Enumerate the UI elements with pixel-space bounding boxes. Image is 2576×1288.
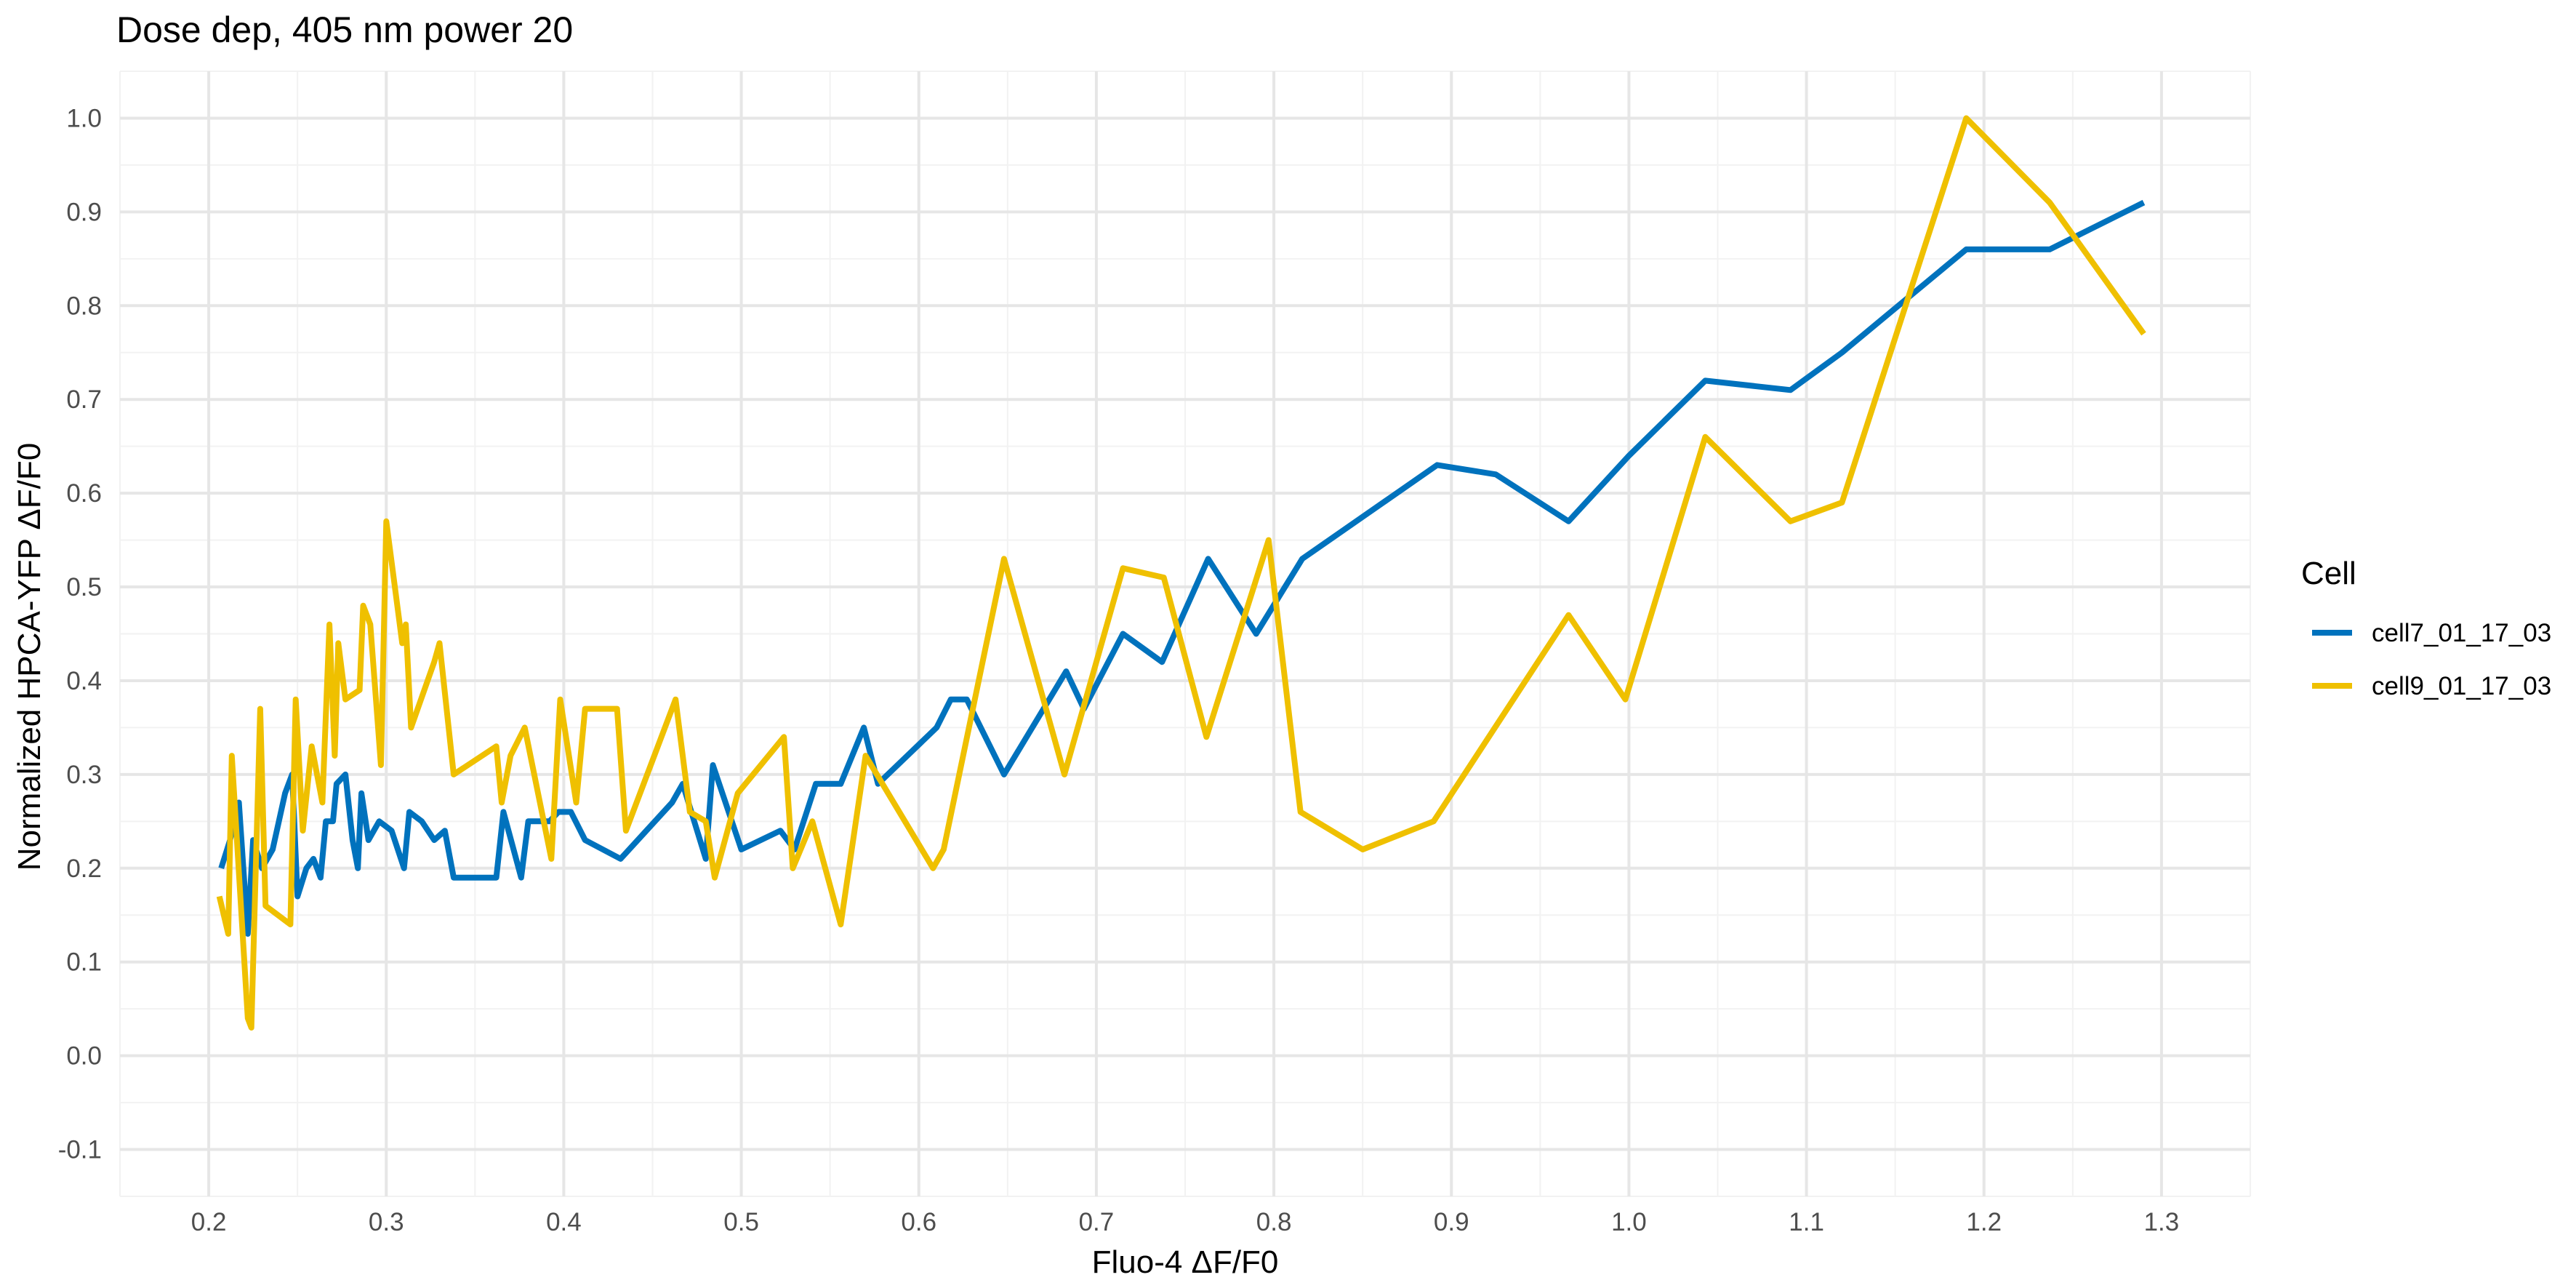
y-tick-label: 0.7 [66,385,102,414]
x-tick-label: 1.2 [1966,1208,2002,1236]
x-tick-label: 0.7 [1079,1208,1115,1236]
x-tick-label: 0.6 [901,1208,936,1236]
x-tick-label: 1.3 [2144,1208,2180,1236]
y-tick-label: 0.2 [66,855,102,883]
x-tick-label: 0.3 [369,1208,404,1236]
x-tick-label: 0.2 [191,1208,227,1236]
tick-layer: 0.2 0.3 0.4 0.5 0.6 0.7 0.8 0.9 1.0 1.1 1.2 1.3 -0.1… [58,104,2180,1236]
y-tick-label: -0.1 [58,1136,102,1164]
grid-layer [119,71,2251,1197]
series-layer [216,115,2146,1031]
legend: Cell cell7_01_17_03 cell9_01_17_03 [2301,556,2551,700]
legend-title: Cell [2301,556,2356,591]
y-tick-label: 0.3 [66,761,102,789]
x-tick-label: 0.9 [1434,1208,1469,1236]
y-tick-label: 0.5 [66,573,102,601]
chart-title: Dose dep, 405 nm power 20 [116,9,573,50]
x-tick-label: 0.4 [546,1208,582,1236]
y-tick-label: 0.1 [66,948,102,977]
y-tick-label: 1.0 [66,104,102,132]
x-axis-title: Fluo-4 ΔF/F0 [1092,1244,1279,1280]
legend-label-cell9_01_17_03: cell9_01_17_03 [2372,672,2551,700]
y-tick-label: 0.8 [66,292,102,320]
y-tick-label: 0.9 [66,198,102,226]
x-tick-label: 0.5 [723,1208,759,1236]
y-tick-label: 0.0 [66,1042,102,1071]
y-tick-label: 0.6 [66,479,102,508]
legend-label-cell7_01_17_03: cell7_01_17_03 [2372,619,2551,647]
series-line-cell7_01_17_03 [218,199,2146,937]
x-tick-label: 1.1 [1789,1208,1824,1236]
series-line-cell9_01_17_03 [216,115,2146,1031]
x-tick-label: 1.0 [1611,1208,1647,1236]
y-tick-label: 0.4 [66,667,102,695]
y-axis-title: Normalized HPCA-YFP ΔF/F0 [12,443,47,871]
x-tick-label: 0.8 [1256,1208,1292,1236]
